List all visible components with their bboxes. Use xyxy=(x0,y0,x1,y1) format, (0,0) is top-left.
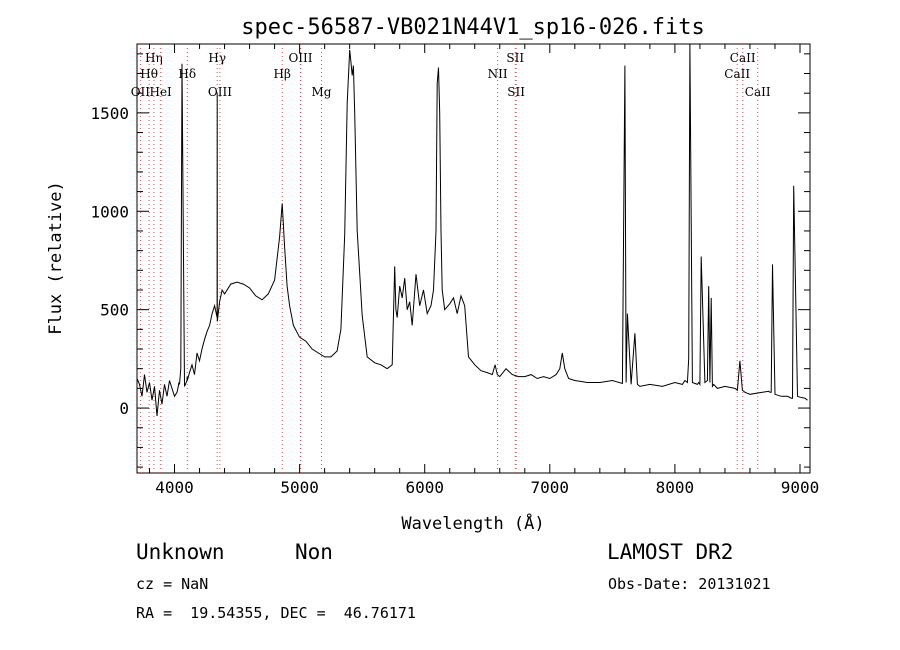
survey-name: LAMOST DR2 xyxy=(607,540,734,564)
x-tick-label: 4000 xyxy=(155,478,194,497)
line-marker-label-2: OII xyxy=(131,85,151,99)
line-marker-label-0: Hη xyxy=(145,51,163,65)
axis-ticks: 4000 5000 6000 7000 8000 9000 0 500 1000 1500 xyxy=(90,44,819,497)
line-marker-label-3: HeI xyxy=(149,85,172,99)
spectral-subclass: Non xyxy=(295,540,333,564)
line-marker-label-8: OIII xyxy=(288,51,312,65)
line-marker-label-14: CaII xyxy=(724,67,750,81)
line-marker-label-6: OIII xyxy=(208,85,232,99)
y-tick-label: 1500 xyxy=(90,104,129,123)
y-axis-label: Flux (relative) xyxy=(46,181,66,335)
coordinates: RA = 19.54355, DEC = 46.76171 xyxy=(136,604,416,622)
x-tick-label: 7000 xyxy=(531,478,570,497)
line-marker-label-7: Hβ xyxy=(274,67,291,81)
spectrum-line xyxy=(136,43,808,416)
x-axis-label: Wavelength (Å) xyxy=(401,512,544,534)
spectral-class: Unknown xyxy=(136,540,225,564)
x-tick-label: 6000 xyxy=(405,478,444,497)
redshift-cz: cz = NaN xyxy=(136,575,209,593)
line-marker-label-10: SII xyxy=(506,51,524,65)
chart-title: spec-56587-VB021N44V1_sp16-026.fits xyxy=(241,15,705,40)
x-tick-label: 8000 xyxy=(656,478,695,497)
line-marker-label-13: CaII xyxy=(730,51,756,65)
line-marker-label-9: Mg xyxy=(312,85,332,99)
line-marker-label-1: Hθ xyxy=(140,67,158,81)
y-tick-label: 500 xyxy=(100,301,129,320)
plot-frame xyxy=(136,43,811,474)
y-tick-label: 0 xyxy=(119,399,129,418)
line-marker-label-5: Hγ xyxy=(208,51,226,65)
line-marker-label-11: NII xyxy=(488,67,508,81)
obs-date: Obs-Date: 20131021 xyxy=(608,575,771,593)
y-tick-label: 1000 xyxy=(90,202,129,221)
line-markers: Hη Hθ OII HeI Hδ Hγ OIII Hβ OIII Mg SII NII SII CaII C… xyxy=(131,44,771,473)
line-marker-label-12: SII xyxy=(507,85,525,99)
x-tick-label: 9000 xyxy=(781,478,820,497)
line-marker-label-4: Hδ xyxy=(178,67,196,81)
line-marker-label-15: CaII xyxy=(745,85,771,99)
x-tick-label: 5000 xyxy=(280,478,319,497)
